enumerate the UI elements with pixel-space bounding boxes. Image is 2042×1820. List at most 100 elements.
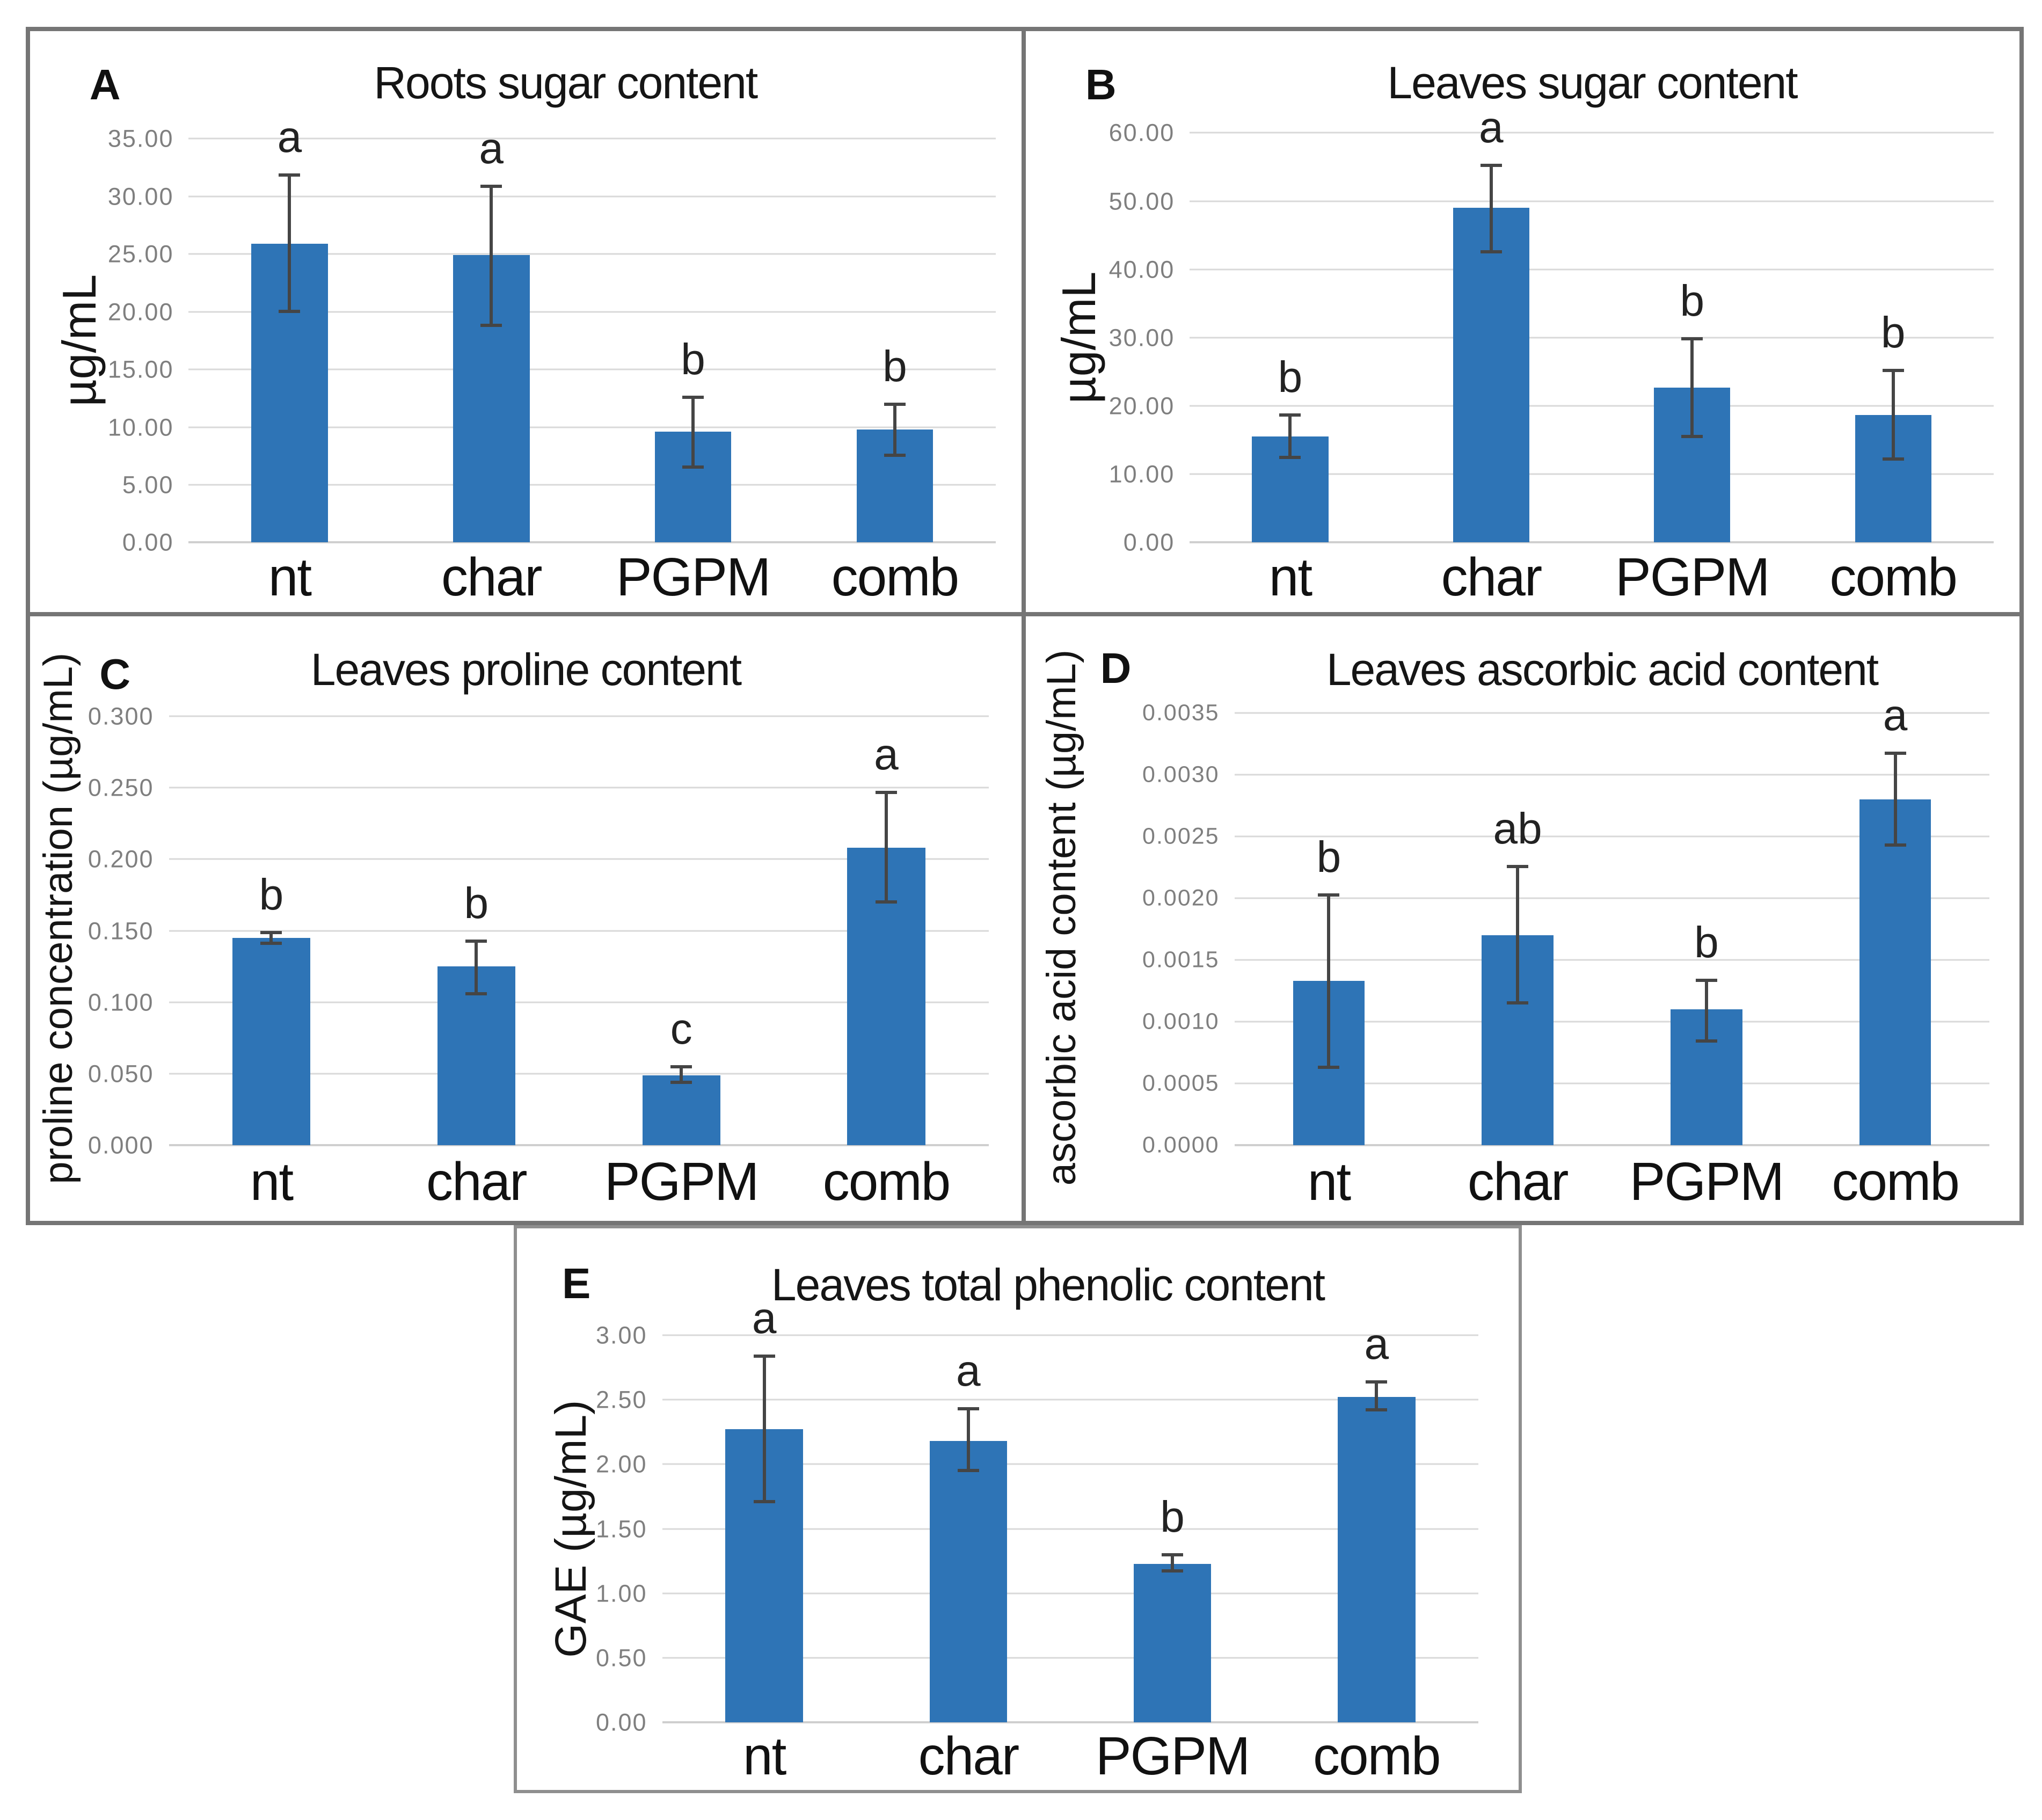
y-tick-label: 20.00 — [1108, 392, 1175, 420]
bar-nt — [232, 937, 310, 1146]
error-bar-cap-top — [1884, 751, 1906, 755]
error-bar-line — [475, 939, 478, 995]
y-tick-label: 0.0020 — [1142, 885, 1220, 911]
error-bar-cap-top — [1279, 413, 1301, 417]
error-bar-line — [1375, 1380, 1379, 1411]
panel-letter-A: A — [89, 60, 121, 108]
error-bar-cap-top — [480, 185, 502, 188]
error-bar-cap-bottom — [465, 992, 487, 995]
chart-title-C: Leaves proline content — [310, 644, 742, 695]
gridline — [169, 1001, 989, 1003]
y-tick-label: 5.00 — [122, 471, 174, 499]
panel-A: A Roots sugar content µg/mL 0.00 5.00 10.0… — [30, 31, 1026, 617]
error-bar-line — [1489, 163, 1493, 254]
x-axis-labels-C: nt char PGPM comb — [169, 1148, 989, 1215]
plot-area-E: 0.00 0.50 1.00 1.50 2.00 2.50 3.00 a a b a — [596, 1296, 1479, 1735]
y-tick-label: 30.00 — [107, 183, 174, 210]
y-tick-label: 30.00 — [1108, 324, 1175, 352]
gridline — [662, 1463, 1479, 1465]
y-tick-label: 0.000 — [87, 1131, 154, 1159]
gridline — [1234, 897, 1990, 899]
y-tick-label: 0.50 — [595, 1644, 647, 1672]
error-bar-cap-top — [279, 173, 301, 177]
error-bar-cap-top — [1681, 337, 1703, 340]
x-axis-labels-A: nt char PGPM comb — [188, 545, 995, 609]
significance-letter-comb: b — [1880, 308, 1906, 358]
error-bar-cap-bottom — [1480, 250, 1502, 254]
error-bar-cap-bottom — [884, 454, 906, 457]
chart-title-D: Leaves ascorbic acid content — [1326, 644, 1879, 695]
error-bar-cap-bottom — [682, 465, 704, 469]
y-tick-label: 0.00 — [1123, 528, 1175, 556]
y-tick-label: 0.0005 — [1142, 1070, 1220, 1096]
x-category-label-PGPM: PGPM — [1095, 1726, 1250, 1787]
y-axis-label-C: proline concentration (µg/mL) — [35, 653, 81, 1185]
error-bar-cap-top — [1695, 978, 1717, 982]
y-tick-label: 0.00 — [122, 528, 174, 556]
significance-letter-nt: b — [259, 870, 284, 919]
x-category-label-comb: comb — [822, 1151, 951, 1212]
gridline — [169, 787, 989, 789]
gridline — [1190, 200, 1994, 202]
error-bar-line — [691, 396, 695, 469]
gridline — [1190, 541, 1994, 544]
y-tick-label: 60.00 — [1108, 119, 1175, 147]
error-bar-line — [1171, 1553, 1175, 1573]
y-tick-label: 0.150 — [87, 917, 154, 945]
error-bar-line — [288, 173, 291, 313]
significance-letter-comb: a — [1883, 690, 1908, 740]
gridline — [1234, 1144, 1990, 1147]
gridline — [1190, 473, 1994, 475]
error-bar-line — [1327, 893, 1331, 1069]
gridline — [662, 1592, 1479, 1595]
x-category-label-char: char — [1441, 547, 1543, 608]
significance-letter-char: b — [464, 878, 489, 928]
bar-comb — [1338, 1397, 1416, 1723]
y-tick-label: 25.00 — [107, 240, 174, 268]
x-category-label-char: char — [441, 547, 543, 608]
error-bar-cap-bottom — [753, 1499, 775, 1503]
error-bar-cap-bottom — [1681, 434, 1703, 438]
error-bar-line — [1288, 413, 1292, 460]
error-bar-line — [893, 403, 896, 457]
gridline — [1234, 1021, 1990, 1023]
gridline — [1234, 959, 1990, 961]
gridline — [1234, 835, 1990, 838]
y-tick-label: 0.050 — [87, 1060, 154, 1088]
plot-area-A: 0.00 5.00 10.00 15.00 20.00 25.00 30.00 35.00 a a… — [108, 115, 996, 555]
error-bar-cap-bottom — [1884, 843, 1906, 847]
gridline — [1190, 268, 1994, 271]
x-category-label-comb: comb — [831, 547, 960, 608]
bar-char — [437, 966, 515, 1146]
gridline — [1234, 712, 1990, 714]
error-bar-line — [1891, 369, 1895, 461]
x-category-label-comb: comb — [1832, 1151, 1960, 1212]
error-bar-cap-top — [875, 790, 897, 794]
significance-letter-nt: b — [1316, 833, 1341, 882]
error-bar-cap-bottom — [279, 309, 301, 313]
panel-C: C Leaves proline content proline concent… — [30, 616, 1026, 1221]
y-tick-label: 0.300 — [87, 702, 154, 730]
gridline — [662, 1657, 1479, 1659]
significance-letter-PGPM: b — [1680, 276, 1705, 325]
significance-letter-comb: b — [883, 342, 907, 391]
x-axis-labels-E: nt char PGPM comb — [662, 1726, 1479, 1787]
error-bar-cap-top — [753, 1354, 775, 1358]
gridline — [188, 137, 996, 140]
panel-B: B Leaves sugar content µg/mL 0.00 10.00 20… — [1025, 31, 2019, 617]
gridline — [169, 930, 989, 932]
y-axis-label-A: µg/mL — [53, 274, 106, 407]
y-tick-label: 0.0015 — [1142, 947, 1220, 973]
x-category-label-char: char — [918, 1726, 1020, 1787]
x-category-label-nt: nt — [250, 1151, 294, 1212]
significance-letter-char: ab — [1493, 804, 1542, 854]
error-bar-line — [1704, 978, 1708, 1043]
x-axis-labels-B: nt char PGPM comb — [1190, 545, 1994, 609]
error-bar-cap-top — [1507, 865, 1529, 869]
panel-letter-E: E — [561, 1259, 591, 1307]
gridline — [188, 368, 996, 370]
bar-char — [929, 1441, 1008, 1723]
gridline — [188, 311, 996, 313]
error-bar-cap-top — [1318, 893, 1340, 897]
error-bar-cap-top — [1480, 163, 1502, 167]
